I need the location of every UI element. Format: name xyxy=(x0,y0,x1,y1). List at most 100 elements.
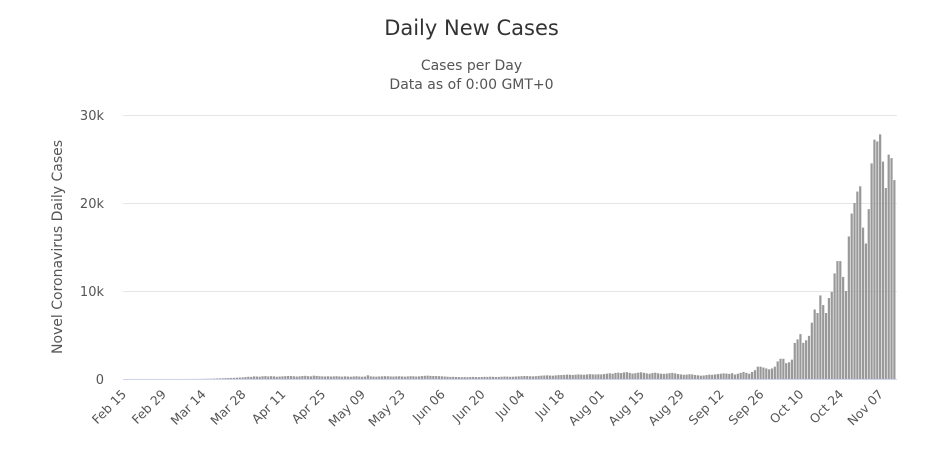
bar xyxy=(321,376,324,379)
bar xyxy=(583,374,586,379)
bar xyxy=(864,243,868,379)
bar xyxy=(634,373,637,379)
bar xyxy=(540,375,543,379)
bar xyxy=(622,372,626,379)
bar xyxy=(267,376,270,379)
x-tick-label: Apr 11 xyxy=(249,387,289,427)
bar xyxy=(304,375,307,379)
y-tick-label: 0 xyxy=(96,373,104,388)
bar xyxy=(463,377,466,379)
x-tick-label: Aug 15 xyxy=(605,387,647,429)
x-tick-label: Jul 04 xyxy=(492,386,528,422)
chart-title: Daily New Cases xyxy=(384,16,559,40)
bar xyxy=(793,342,796,379)
bar xyxy=(361,376,364,379)
bar xyxy=(736,373,739,379)
bar xyxy=(776,361,779,379)
bar xyxy=(341,376,344,379)
bar xyxy=(648,373,651,379)
x-tick-label: Sep 12 xyxy=(685,387,726,428)
bar xyxy=(258,376,261,379)
bar xyxy=(560,375,563,379)
bar xyxy=(426,375,429,379)
bar xyxy=(349,376,352,379)
bar xyxy=(719,373,722,379)
bar xyxy=(565,374,569,379)
bar xyxy=(486,376,489,379)
bar xyxy=(807,335,811,379)
bar xyxy=(631,373,634,379)
bar xyxy=(491,376,495,379)
bar xyxy=(398,376,401,379)
bar xyxy=(733,374,737,379)
bar xyxy=(514,376,517,379)
bar xyxy=(400,376,404,379)
bar xyxy=(802,342,805,379)
bar xyxy=(537,375,540,379)
bar xyxy=(429,375,432,379)
bar xyxy=(625,372,628,379)
bar xyxy=(215,378,219,379)
bar xyxy=(326,376,330,379)
bar xyxy=(412,376,415,379)
chart-subtitle-line-2: Data as of 0:00 GMT+0 xyxy=(389,77,554,93)
x-tick-label: Mar 14 xyxy=(167,386,208,427)
bar xyxy=(833,273,836,379)
bar xyxy=(654,372,657,379)
x-tick-label: Aug 29 xyxy=(645,386,687,428)
bar xyxy=(378,376,381,379)
bar xyxy=(278,376,281,379)
bar xyxy=(665,373,668,379)
bar xyxy=(557,375,560,379)
bar xyxy=(335,376,338,379)
bar xyxy=(739,372,742,379)
bar xyxy=(500,376,503,379)
bar xyxy=(318,376,321,379)
bar xyxy=(526,376,529,379)
bar xyxy=(750,371,754,379)
bar xyxy=(605,373,609,379)
bar xyxy=(221,378,224,379)
bar xyxy=(588,374,591,379)
bar xyxy=(716,374,720,379)
bar xyxy=(489,376,492,379)
bar xyxy=(694,374,697,379)
bar xyxy=(509,376,512,379)
bar xyxy=(415,376,418,379)
bar xyxy=(460,377,463,379)
x-tick-label: Jun 20 xyxy=(449,386,488,425)
bar xyxy=(440,376,443,379)
bar xyxy=(355,376,358,379)
bar xyxy=(454,376,458,379)
bar xyxy=(289,376,293,379)
bar xyxy=(247,376,250,379)
bar xyxy=(261,376,264,379)
y-tick-label: 10k xyxy=(80,285,105,300)
bar xyxy=(608,373,611,379)
bar xyxy=(711,374,714,379)
bar xyxy=(742,371,745,379)
bar xyxy=(765,368,768,379)
bar xyxy=(745,372,748,379)
bar xyxy=(594,374,597,379)
bar xyxy=(517,376,520,379)
bar xyxy=(275,376,278,379)
bar xyxy=(682,374,685,379)
bar xyxy=(466,377,469,379)
bar xyxy=(395,376,398,379)
x-tick-label: Apr 25 xyxy=(288,387,328,427)
bar xyxy=(315,375,318,379)
bar xyxy=(893,180,896,379)
bar xyxy=(420,376,424,379)
bar xyxy=(528,376,532,379)
bar xyxy=(437,376,441,379)
bar xyxy=(255,376,258,379)
bar xyxy=(645,373,648,379)
bar xyxy=(642,372,646,379)
bar xyxy=(252,376,256,379)
bar xyxy=(338,376,341,379)
bar xyxy=(574,374,577,379)
y-tick-label: 20k xyxy=(80,197,105,212)
bar xyxy=(292,376,295,379)
x-tick-label: Nov 07 xyxy=(844,387,886,429)
